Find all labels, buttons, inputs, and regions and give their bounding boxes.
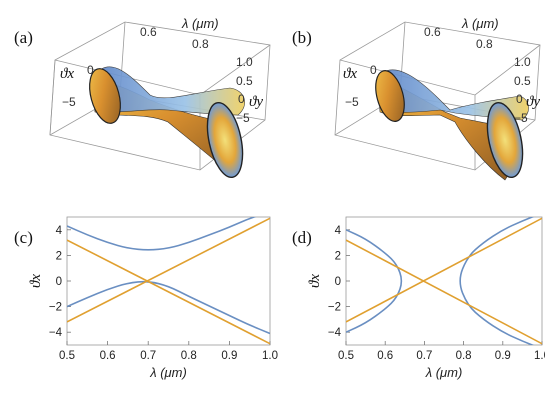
y-tick-label: 4 xyxy=(335,225,342,237)
plot-frame-d xyxy=(345,216,543,346)
y-tick-label: 0 xyxy=(56,276,62,288)
theta-y-tick-b-2: 0.5 xyxy=(514,74,531,88)
x-tick-label: 0.9 xyxy=(221,350,237,362)
theta-y-tick-a-3: 0 xyxy=(238,92,245,106)
y-tick-label: 2 xyxy=(56,250,62,262)
x-tick-label: 0.6 xyxy=(100,350,116,362)
y-tick-label: −4 xyxy=(49,327,63,339)
plot-frame-c xyxy=(66,216,271,346)
surface-upper-a xyxy=(94,66,245,116)
theta-y-tick-b-1: 1.0 xyxy=(514,55,531,69)
series-orange-3 xyxy=(67,217,270,323)
cone-end-left-a xyxy=(89,68,121,124)
series-blue-1 xyxy=(67,280,270,335)
x-tick-label: 0.5 xyxy=(338,350,354,362)
cone-end-right-a xyxy=(206,101,244,179)
series-blue-0 xyxy=(346,229,403,333)
theta-y-label-a: ϑy xyxy=(249,94,263,110)
lambda-tick-a-1: 0.6 xyxy=(140,25,157,39)
x-tick-label: 1.0 xyxy=(262,350,278,362)
theta-x-label-a: ϑx xyxy=(60,66,74,82)
series-blue-1 xyxy=(459,217,535,345)
x-tick-label: 0.7 xyxy=(140,350,156,362)
surface-plot-b: λ (μm) 0.6 0.8 ϑx 0 −5 ϑy 1.0 0.5 0 −5 xyxy=(334,16,541,181)
cone-end-right-b xyxy=(486,101,524,179)
panel-label-b: (b) xyxy=(292,28,312,47)
x-tick-label: 0.8 xyxy=(181,350,197,362)
theta-y-label-b: ϑy xyxy=(526,94,540,110)
x-tick-label: 0.8 xyxy=(456,350,472,362)
theta-x-tick-a-2: −5 xyxy=(62,95,76,109)
series-orange-3 xyxy=(346,217,542,323)
y-tick-label: −2 xyxy=(49,302,62,314)
theta-y-tick-a-2: 0.5 xyxy=(236,74,253,88)
x-axis-label: λ (μm) xyxy=(425,365,463,380)
y-axis-label: ϑx xyxy=(28,274,44,288)
x-tick-label: 0.9 xyxy=(495,350,511,362)
lambda-label-a: λ (μm) xyxy=(181,16,219,31)
y-tick-label: −4 xyxy=(328,327,342,339)
series-blue-0 xyxy=(67,217,257,251)
theta-x-tick-b-2: −5 xyxy=(345,95,359,109)
theta-x-label-b: ϑx xyxy=(343,66,357,82)
series-orange-2 xyxy=(346,239,542,345)
x-tick-label: 1.0 xyxy=(534,350,545,362)
x-tick-label: 0.5 xyxy=(59,350,75,362)
theta-x-tick-a-1: 0 xyxy=(87,63,94,77)
theta-x-tick-b-1: 0 xyxy=(370,63,377,77)
panel-label-d: (d) xyxy=(292,228,312,247)
y-tick-label: −2 xyxy=(328,302,341,314)
theta-y-tick-b-4: −5 xyxy=(514,111,528,125)
panel-label-c: (c) xyxy=(14,228,33,247)
lambda-label-b: λ (μm) xyxy=(461,16,499,31)
x-axis-label: λ (μm) xyxy=(149,365,187,380)
y-tick-label: 2 xyxy=(335,250,341,262)
x-tick-label: 0.6 xyxy=(377,350,393,362)
line-chart-c: 0.5 0.6 0.7 0.8 0.9 1.0 4 2 0 −2 −4 λ (μm) ϑx xyxy=(28,216,278,380)
y-tick-label: 4 xyxy=(56,225,63,237)
series-orange-2 xyxy=(67,239,270,345)
theta-y-tick-a-1: 1.0 xyxy=(236,55,253,69)
panel-label-a: (a) xyxy=(14,28,33,47)
x-tick-label: 0.7 xyxy=(416,350,432,362)
line-chart-d: 0.5 0.6 0.7 0.8 0.9 1.0 4 2 0 −2 −4 λ (μm) ϑx xyxy=(307,216,545,380)
theta-y-tick-a-4: −5 xyxy=(236,111,250,125)
lambda-tick-b-2: 0.8 xyxy=(476,37,493,51)
y-tick-label: 0 xyxy=(335,276,341,288)
theta-y-tick-b-3: 0 xyxy=(516,92,523,106)
cone-end-left-b xyxy=(375,70,405,122)
lambda-tick-b-1: 0.6 xyxy=(424,25,441,39)
lambda-tick-a-2: 0.8 xyxy=(192,37,209,51)
surface-plot-a: λ (μm) 0.6 0.8 ϑx 0 −5 ϑy 1.0 0.5 0 −5 xyxy=(49,16,271,179)
y-axis-label: ϑx xyxy=(307,274,323,288)
